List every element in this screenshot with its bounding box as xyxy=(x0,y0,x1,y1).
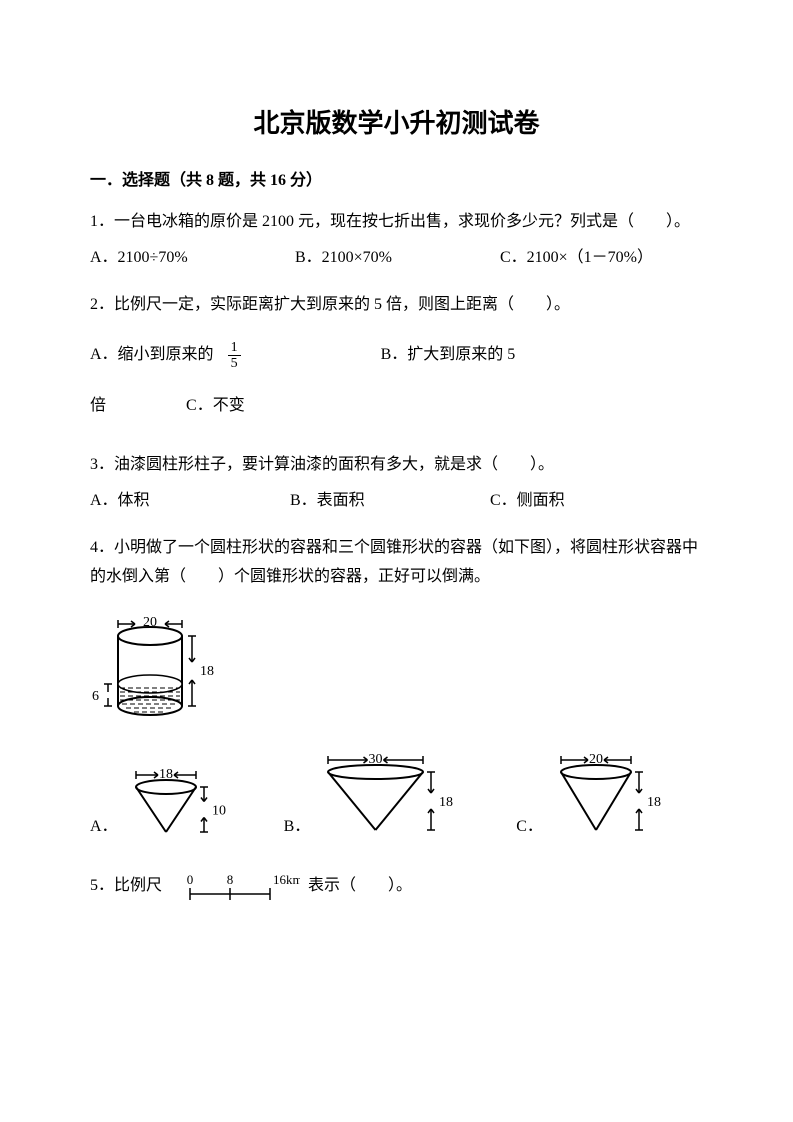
section-header: 一．选择题（共 8 题，共 16 分） xyxy=(90,167,703,196)
frac-num: 1 xyxy=(228,340,241,356)
cone-options: A． 1810 B． 3018 C． 2018 xyxy=(90,752,703,842)
coneC-label: C． xyxy=(516,813,543,842)
question-4: 4．小明做了一个圆柱形状的容器和三个圆锥形状的容器（如下图），将圆柱形状容器中的… xyxy=(90,534,703,842)
q3-options: A．体积 B．表面积 C．侧面积 xyxy=(90,487,703,516)
q2-bei: 倍 xyxy=(90,392,106,421)
coneA-svg: 1810 xyxy=(124,767,234,842)
q3-optB: B．表面积 xyxy=(290,487,440,516)
coneC-svg: 2018 xyxy=(549,752,669,842)
q1-options: A．2100÷70% B．2100×70% C．2100×（1－70%） xyxy=(90,244,703,273)
q2-fraction: 1 5 xyxy=(228,340,241,372)
q1-optC: C．2100×（1－70%） xyxy=(500,244,653,273)
tick0: 0 xyxy=(187,872,194,887)
svg-text:18: 18 xyxy=(439,795,453,810)
question-1: 1．一台电冰箱的原价是 2100 元，现在按七折出售，求现价多少元？列式是（ ）… xyxy=(90,208,703,274)
scale-figure: 0 8 16km xyxy=(170,872,300,906)
q1-text: 1．一台电冰箱的原价是 2100 元，现在按七折出售，求现价多少元？列式是（ ）… xyxy=(90,208,703,237)
cyl-h-label: 18 xyxy=(200,664,214,679)
scale-svg: 0 8 16km xyxy=(170,872,300,906)
q3-text: 3．油漆圆柱形柱子，要计算油漆的面积有多大，就是求（ ）。 xyxy=(90,451,703,480)
tick2: 16km xyxy=(273,872,300,887)
coneA-label: A． xyxy=(90,813,118,842)
q2-optB: B．扩大到原来的 5 xyxy=(381,341,516,370)
coneB-label: B． xyxy=(284,813,311,842)
q2-line1: A．缩小到原来的 1 5 B．扩大到原来的 5 xyxy=(90,340,703,372)
frac-den: 5 xyxy=(228,356,241,371)
q3-optC: C．侧面积 xyxy=(490,487,565,516)
coneB-svg: 3018 xyxy=(316,752,466,842)
question-3: 3．油漆圆柱形柱子，要计算油漆的面积有多大，就是求（ ）。 A．体积 B．表面积… xyxy=(90,451,703,517)
q5-post: 表示（ ）。 xyxy=(308,872,412,901)
cylinder-svg: 20 18 6 xyxy=(90,612,230,722)
page-title: 北京版数学小升初测试卷 xyxy=(90,100,703,147)
tick1: 8 xyxy=(227,872,234,887)
q2-optA-pre: A．缩小到原来的 xyxy=(90,341,214,370)
cylinder-figure: 20 18 6 xyxy=(90,612,703,722)
q1-optA: A．2100÷70% xyxy=(90,244,245,273)
cyl-water-label: 6 xyxy=(92,689,99,704)
question-2: 2．比例尺一定，实际距离扩大到原来的 5 倍，则图上距离（ ）。 A．缩小到原来… xyxy=(90,291,703,420)
svg-text:18: 18 xyxy=(647,795,661,810)
q3-optA: A．体积 xyxy=(90,487,240,516)
q1-optB: B．2100×70% xyxy=(295,244,450,273)
q2-line2: 倍 C．不变 xyxy=(90,392,703,421)
svg-text:10: 10 xyxy=(212,803,226,818)
q4-text: 4．小明做了一个圆柱形状的容器和三个圆锥形状的容器（如下图），将圆柱形状容器中的… xyxy=(90,534,703,592)
question-5: 5．比例尺 0 8 16km 表示（ ）。 xyxy=(90,872,703,906)
q2-text: 2．比例尺一定，实际距离扩大到原来的 5 倍，则图上距离（ ）。 xyxy=(90,291,703,320)
q5-pre: 5．比例尺 xyxy=(90,872,162,901)
q2-optC: C．不变 xyxy=(186,392,245,421)
